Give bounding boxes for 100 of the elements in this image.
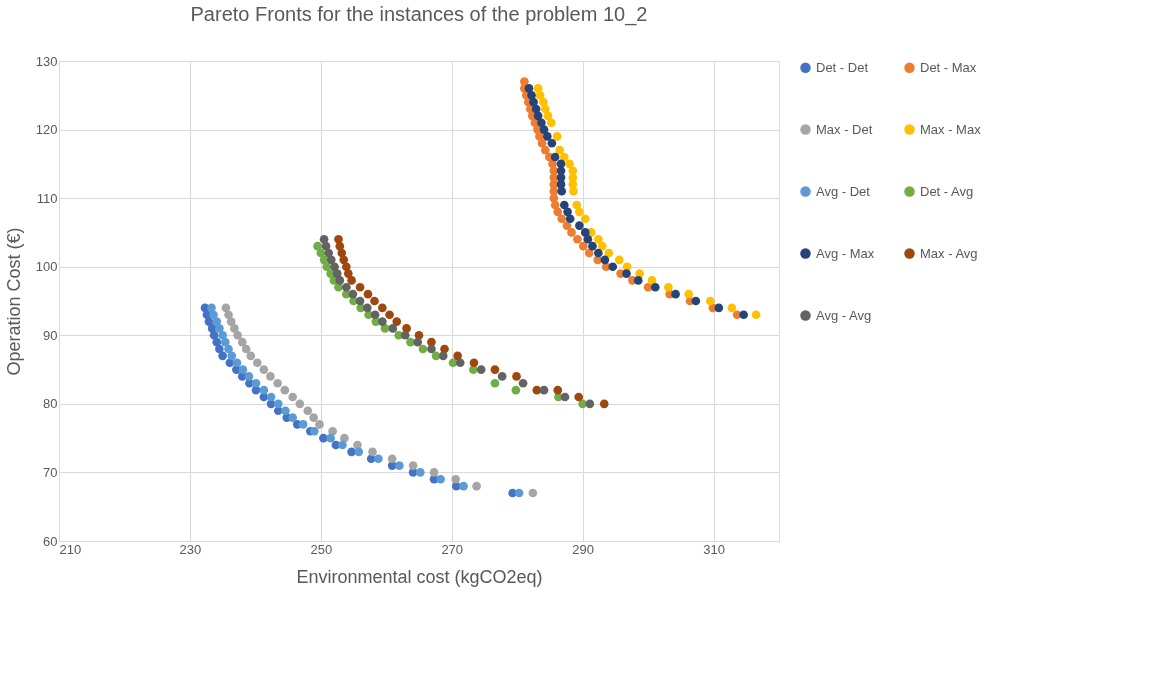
- point: [303, 406, 313, 416]
- point: [241, 344, 251, 354]
- point: [553, 207, 563, 217]
- point: [224, 310, 233, 320]
- x-tick-label: 310: [703, 541, 725, 557]
- point: [337, 248, 347, 258]
- point: [288, 413, 297, 422]
- point: [273, 378, 282, 388]
- point: [453, 351, 462, 361]
- point: [594, 248, 603, 258]
- point: [370, 310, 380, 320]
- point: [332, 269, 342, 278]
- x-tick-label: 290: [572, 541, 594, 557]
- legend-label: Avg - Max: [816, 245, 875, 261]
- point: [476, 365, 486, 374]
- point: [575, 207, 584, 217]
- point: [387, 454, 397, 464]
- point: [230, 324, 239, 333]
- legend-label: Max - Det: [816, 121, 873, 137]
- point: [326, 433, 335, 443]
- point: [266, 372, 275, 381]
- point: [565, 159, 574, 169]
- point: [542, 132, 552, 141]
- point: [550, 200, 560, 210]
- point: [559, 152, 569, 162]
- point: [227, 351, 237, 361]
- point: [497, 372, 507, 381]
- point: [220, 337, 230, 347]
- point: [251, 378, 261, 388]
- point: [550, 152, 560, 162]
- point: [511, 385, 521, 395]
- point: [295, 399, 305, 409]
- point: [212, 317, 222, 326]
- point: [455, 358, 465, 368]
- point: [218, 330, 227, 340]
- point: [280, 385, 290, 395]
- point: [490, 378, 500, 388]
- point: [326, 255, 336, 265]
- point: [273, 399, 283, 409]
- point: [355, 282, 365, 292]
- point: [469, 358, 479, 368]
- point: [232, 358, 242, 368]
- point: [330, 262, 339, 272]
- point: [553, 385, 563, 395]
- x-axis-title: Environmental cost (kgCO2eq): [296, 566, 543, 587]
- point: [547, 138, 557, 148]
- y-axis-title: Operation Cost (€): [3, 227, 24, 376]
- point: [650, 282, 660, 292]
- point: [313, 241, 322, 251]
- point: [212, 337, 222, 347]
- point: [207, 303, 216, 313]
- x-tick-label: 250: [310, 541, 333, 557]
- point: [622, 269, 631, 278]
- x-tick-label: 270: [441, 541, 464, 557]
- point: [559, 200, 569, 210]
- point: [319, 433, 328, 443]
- point: [543, 111, 553, 121]
- y-tick-label: 100: [35, 259, 58, 275]
- point: [599, 399, 609, 409]
- point: [395, 461, 404, 470]
- point: [567, 228, 576, 237]
- point: [418, 344, 428, 354]
- point: [535, 90, 545, 100]
- point: [215, 344, 224, 354]
- y-tick-label: 120: [35, 122, 58, 138]
- point: [436, 474, 445, 484]
- point: [388, 324, 398, 333]
- y-tick-label: 90: [43, 327, 58, 343]
- point: [363, 289, 373, 299]
- point: [427, 344, 436, 354]
- point: [209, 310, 218, 320]
- point: [335, 276, 345, 285]
- point: [614, 255, 624, 265]
- point: [259, 385, 269, 395]
- point: [539, 385, 549, 395]
- point: [413, 337, 423, 347]
- point: [315, 420, 324, 429]
- legend-label: Avg - Avg: [816, 307, 872, 323]
- point: [524, 84, 534, 93]
- point: [472, 481, 481, 491]
- point: [539, 97, 548, 107]
- point: [751, 310, 761, 320]
- point: [440, 344, 449, 354]
- y-tick-label: 80: [43, 396, 58, 412]
- point: [408, 461, 418, 470]
- point: [705, 296, 715, 306]
- point: [362, 303, 372, 313]
- point: [353, 440, 362, 450]
- point: [594, 234, 603, 244]
- point: [633, 276, 643, 285]
- chart-title: Pareto Fronts for the instances of the problem 10_2: [190, 3, 648, 26]
- point: [338, 440, 347, 450]
- point: [563, 207, 572, 217]
- y-tick-label: 110: [36, 190, 58, 206]
- point: [555, 145, 565, 155]
- point: [348, 289, 358, 299]
- point: [557, 186, 567, 196]
- point: [575, 221, 584, 230]
- point: [529, 97, 538, 107]
- point: [573, 234, 582, 244]
